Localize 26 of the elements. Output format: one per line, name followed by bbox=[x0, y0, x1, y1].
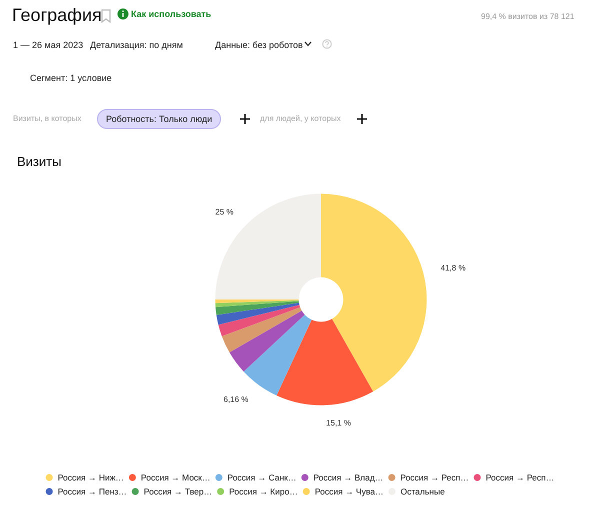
legend-label: Россия → Санк… bbox=[227, 472, 296, 482]
text: География bbox=[12, 5, 102, 26]
text: Как использовать bbox=[131, 9, 212, 19]
data-label: 25 % bbox=[215, 208, 234, 217]
text: Роботность: Только люди bbox=[97, 109, 222, 129]
text: для людей, у которых bbox=[260, 114, 341, 123]
legend-label: Россия → Киро… bbox=[229, 486, 298, 496]
legend-label: Россия → Влад… bbox=[313, 472, 384, 482]
text: Данные: без роботов bbox=[215, 40, 303, 50]
legend-label: Россия → Респ… bbox=[486, 472, 554, 482]
text: Визиты, в которых bbox=[13, 114, 82, 123]
legend-label: Россия → Пенз… bbox=[58, 486, 127, 496]
legend-label: Россия → Респ… bbox=[400, 472, 469, 482]
legend-label: Россия → Моск… bbox=[140, 472, 210, 482]
text: 1 — 26 мая 2023 bbox=[13, 40, 84, 50]
legend-label: Россия → Чува… bbox=[314, 486, 384, 496]
data-label: 15,1 % bbox=[326, 418, 351, 428]
legend-label: Россия → Ниж… bbox=[58, 472, 124, 482]
legend-label: Россия → Твер… bbox=[144, 486, 212, 496]
text: Детализация: по дням bbox=[90, 40, 183, 50]
data-label: 6,16 % bbox=[223, 395, 248, 404]
data-label: 41,8 % bbox=[440, 264, 466, 273]
text: Сегмент: 1 условие bbox=[30, 73, 112, 83]
legend-label: Остальные bbox=[400, 486, 446, 496]
chart-title: Визиты bbox=[17, 154, 62, 169]
text: 99,4 % визитов из 78 121 bbox=[481, 12, 574, 21]
